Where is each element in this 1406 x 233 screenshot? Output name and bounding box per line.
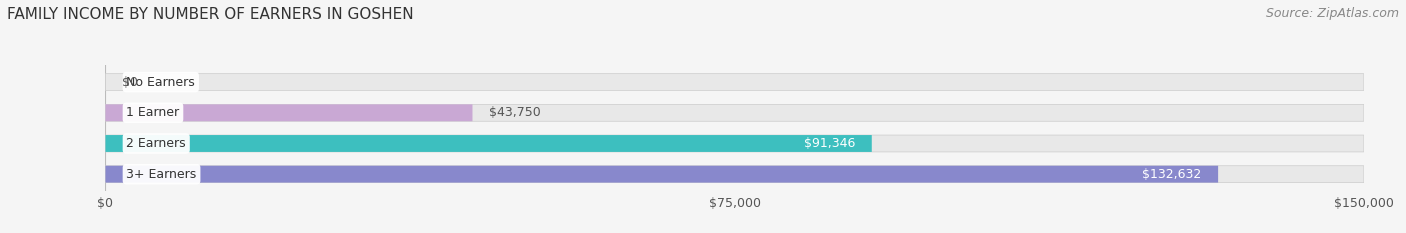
Text: FAMILY INCOME BY NUMBER OF EARNERS IN GOSHEN: FAMILY INCOME BY NUMBER OF EARNERS IN GO… [7, 7, 413, 22]
FancyBboxPatch shape [105, 74, 1364, 91]
Text: 3+ Earners: 3+ Earners [127, 168, 197, 181]
Text: 1 Earner: 1 Earner [127, 106, 180, 119]
Text: $132,632: $132,632 [1142, 168, 1201, 181]
FancyBboxPatch shape [105, 104, 1364, 121]
FancyBboxPatch shape [105, 135, 872, 152]
Text: $91,346: $91,346 [804, 137, 855, 150]
FancyBboxPatch shape [105, 166, 1364, 183]
FancyBboxPatch shape [105, 166, 1218, 183]
FancyBboxPatch shape [105, 135, 1364, 152]
Text: 2 Earners: 2 Earners [127, 137, 186, 150]
Text: $43,750: $43,750 [489, 106, 541, 119]
FancyBboxPatch shape [105, 104, 472, 121]
Text: $0: $0 [122, 76, 138, 89]
Text: Source: ZipAtlas.com: Source: ZipAtlas.com [1265, 7, 1399, 20]
Text: No Earners: No Earners [127, 76, 195, 89]
